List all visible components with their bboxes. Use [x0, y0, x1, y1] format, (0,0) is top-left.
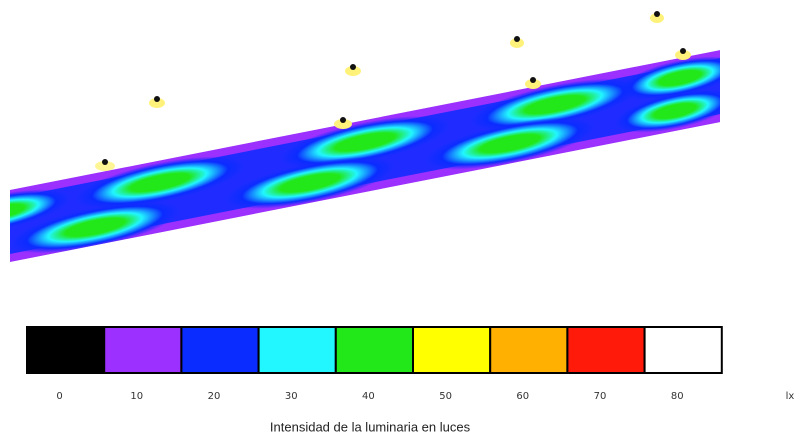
unit: lx [786, 391, 795, 402]
legend-label: 70 [594, 391, 607, 402]
legend-swatch [643, 326, 723, 374]
road [10, 50, 720, 262]
legend-swatch [334, 326, 414, 374]
legend-label: 60 [516, 391, 529, 402]
legend-swatch [566, 326, 646, 374]
legend-swatch [257, 326, 337, 374]
legend-swatch [103, 326, 183, 374]
legend-label: 40 [362, 391, 375, 402]
caption: Intensidad de la luminaria en luces [270, 419, 471, 434]
legend-label: 50 [439, 391, 452, 402]
legend-label: 80 [671, 391, 684, 402]
legend-label: 10 [130, 391, 143, 402]
luminaires [95, 11, 691, 171]
legend: 0 10 20 30 40 50 60 70 80 [26, 326, 723, 402]
legend-swatch [26, 326, 106, 374]
legend-swatch [180, 326, 260, 374]
illuminance-map [10, 56, 720, 254]
legend-label: 0 [56, 391, 62, 402]
legend-swatch [412, 326, 492, 374]
legend-label: 30 [285, 391, 298, 402]
legend-label: 20 [208, 391, 221, 402]
legend-swatch [489, 326, 569, 374]
